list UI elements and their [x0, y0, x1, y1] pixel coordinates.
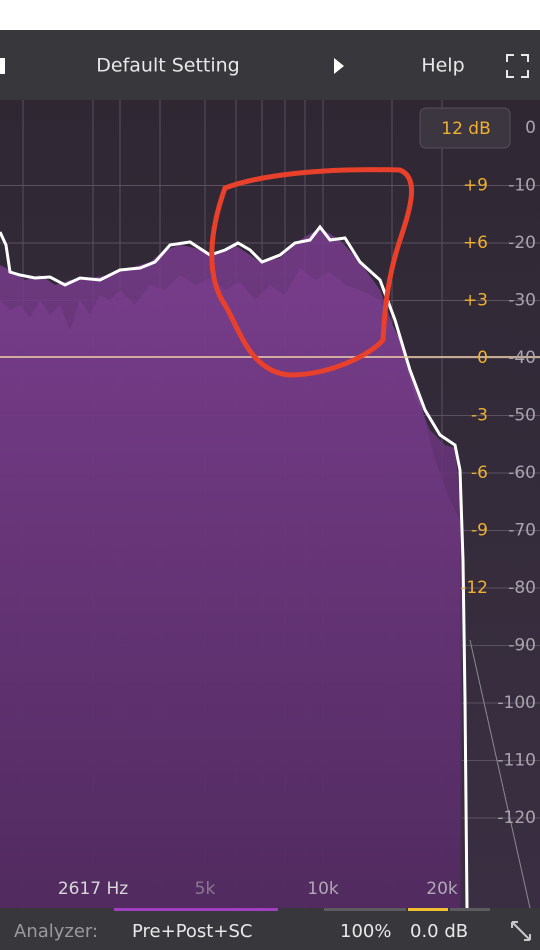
preset-name[interactable]: Default Setting: [96, 55, 240, 77]
gain-indicator-track: [450, 908, 490, 911]
zoom-indicator: [324, 908, 406, 911]
db-scale-label: -60: [508, 463, 536, 483]
gain-scale-label: -12: [460, 578, 488, 598]
spectrum-post: [0, 228, 462, 908]
annotation-circle: [209, 167, 415, 378]
status-bar: [0, 908, 540, 950]
db-scale-label: -120: [497, 808, 536, 828]
db-scale-label: -90: [508, 636, 536, 656]
fullscreen-button[interactable]: [506, 54, 529, 78]
db-scale-label: -40: [508, 348, 536, 368]
db-scale-label: -30: [508, 291, 536, 311]
gain-scale-label: +6: [463, 233, 488, 253]
analyzer-label: Analyzer:: [14, 921, 98, 942]
eq-curve: [0, 224, 469, 909]
gain-scale-label: -6: [471, 463, 488, 483]
prev-button[interactable]: [0, 58, 5, 74]
db-scale-label: -80: [508, 578, 536, 598]
db-scale-label: -70: [508, 521, 536, 541]
analyzer-mode[interactable]: Pre+Post+SC: [132, 921, 252, 942]
resize-handle[interactable]: [511, 921, 531, 941]
gain-scale-label: -9: [471, 521, 488, 541]
gain-scale-label: +9: [463, 176, 488, 196]
toolbar: [0, 30, 540, 100]
help-button[interactable]: Help: [421, 55, 464, 77]
zoom[interactable]: 100%: [340, 921, 391, 942]
db-scale-label: 0: [525, 118, 536, 138]
top-margin: [0, 0, 540, 30]
next-button[interactable]: [334, 58, 344, 74]
db-scale-label: -110: [497, 751, 536, 771]
db-scale-label: -100: [497, 693, 536, 713]
range-button-label[interactable]: 12 dB: [441, 119, 491, 139]
analyzer-slope: [469, 639, 531, 909]
db-scale-label: -20: [508, 233, 536, 253]
analyzer-indicator: [114, 908, 278, 911]
db-scale-label: -10: [508, 176, 536, 196]
gain-scale-label: 0: [477, 348, 488, 368]
freq-label: 2617 Hz: [58, 879, 128, 899]
freq-label: 20k: [426, 879, 458, 899]
output-gain[interactable]: 0.0 dB: [410, 921, 468, 942]
range-button[interactable]: [419, 107, 511, 149]
gain-scale-label: -3: [471, 406, 488, 426]
gain-scale-label: +3: [463, 291, 488, 311]
gain-indicator: [408, 908, 448, 911]
freq-label: 5k: [195, 879, 216, 899]
scales: 0-10-20-30-40-50-60-70-80-90-100-110-120…: [460, 118, 536, 828]
db-scale-label: -50: [508, 406, 536, 426]
freq-label: 10k: [307, 879, 339, 899]
